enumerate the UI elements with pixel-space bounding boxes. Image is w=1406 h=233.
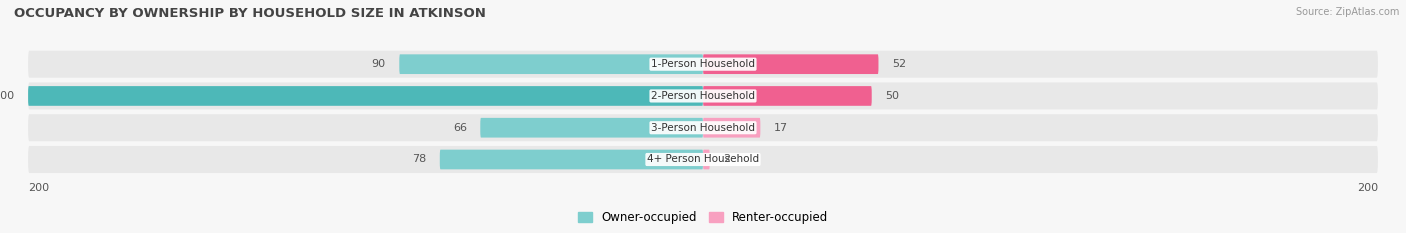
FancyBboxPatch shape — [440, 150, 703, 169]
FancyBboxPatch shape — [28, 82, 1378, 110]
FancyBboxPatch shape — [481, 118, 703, 137]
Text: 2: 2 — [723, 154, 730, 164]
Text: 200: 200 — [28, 183, 49, 193]
Text: Source: ZipAtlas.com: Source: ZipAtlas.com — [1295, 7, 1399, 17]
Text: 200: 200 — [0, 91, 14, 101]
Text: 200: 200 — [1357, 183, 1378, 193]
FancyBboxPatch shape — [28, 146, 1378, 173]
Text: 90: 90 — [371, 59, 385, 69]
Text: 3-Person Household: 3-Person Household — [651, 123, 755, 133]
Text: 4+ Person Household: 4+ Person Household — [647, 154, 759, 164]
Text: 66: 66 — [453, 123, 467, 133]
Text: 50: 50 — [886, 91, 900, 101]
FancyBboxPatch shape — [703, 150, 710, 169]
FancyBboxPatch shape — [703, 118, 761, 137]
FancyBboxPatch shape — [28, 114, 1378, 141]
FancyBboxPatch shape — [399, 54, 703, 74]
FancyBboxPatch shape — [703, 54, 879, 74]
FancyBboxPatch shape — [28, 51, 1378, 78]
Text: 52: 52 — [891, 59, 905, 69]
FancyBboxPatch shape — [703, 86, 872, 106]
Legend: Owner-occupied, Renter-occupied: Owner-occupied, Renter-occupied — [572, 206, 834, 229]
Text: 17: 17 — [773, 123, 787, 133]
Text: OCCUPANCY BY OWNERSHIP BY HOUSEHOLD SIZE IN ATKINSON: OCCUPANCY BY OWNERSHIP BY HOUSEHOLD SIZE… — [14, 7, 486, 20]
FancyBboxPatch shape — [28, 86, 703, 106]
Text: 1-Person Household: 1-Person Household — [651, 59, 755, 69]
Text: 78: 78 — [412, 154, 426, 164]
Text: 2-Person Household: 2-Person Household — [651, 91, 755, 101]
